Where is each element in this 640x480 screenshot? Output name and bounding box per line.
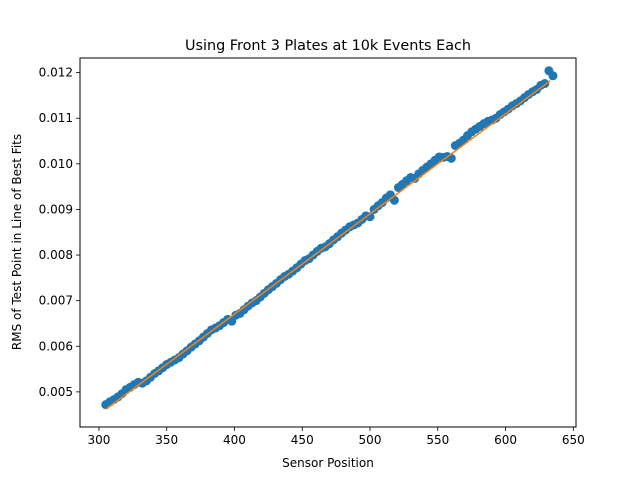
plot-frame bbox=[79, 57, 577, 428]
x-tick-label: 650 bbox=[562, 433, 585, 447]
y-tick-label: 0.006 bbox=[39, 339, 73, 353]
data-point bbox=[365, 212, 375, 222]
y-tick-label: 0.009 bbox=[39, 202, 73, 216]
plot-data-layer bbox=[101, 66, 558, 410]
x-tick-label: 350 bbox=[155, 433, 178, 447]
y-axis: 0.005 0.006 0.007 0.008 0.009 0.010 0.011 0.012 bbox=[39, 66, 80, 399]
y-tick-label: 0.010 bbox=[39, 157, 73, 171]
x-tick-label: 500 bbox=[359, 433, 382, 447]
chart-title: Using Front 3 Plates at 10k Events Each bbox=[185, 38, 471, 54]
y-tick-label: 0.007 bbox=[39, 294, 73, 308]
fit-line bbox=[105, 80, 551, 410]
y-axis-label: RMS of Test Point in Line of Best Fits bbox=[10, 134, 24, 350]
x-tick-label: 450 bbox=[291, 433, 314, 447]
data-point bbox=[389, 195, 399, 205]
data-point bbox=[548, 71, 558, 81]
y-tick-label: 0.012 bbox=[39, 66, 73, 80]
data-point bbox=[446, 153, 456, 163]
y-tick-label: 0.005 bbox=[39, 385, 73, 399]
x-axis: 300 350 400 450 500 550 600 650 bbox=[88, 427, 585, 447]
y-tick-label: 0.011 bbox=[39, 111, 73, 125]
x-tick-label: 300 bbox=[88, 433, 111, 447]
x-axis-label: Sensor Position bbox=[282, 456, 374, 470]
x-tick-label: 400 bbox=[223, 433, 246, 447]
x-tick-label: 600 bbox=[494, 433, 517, 447]
x-tick-label: 550 bbox=[426, 433, 449, 447]
y-tick-label: 0.008 bbox=[39, 248, 73, 262]
